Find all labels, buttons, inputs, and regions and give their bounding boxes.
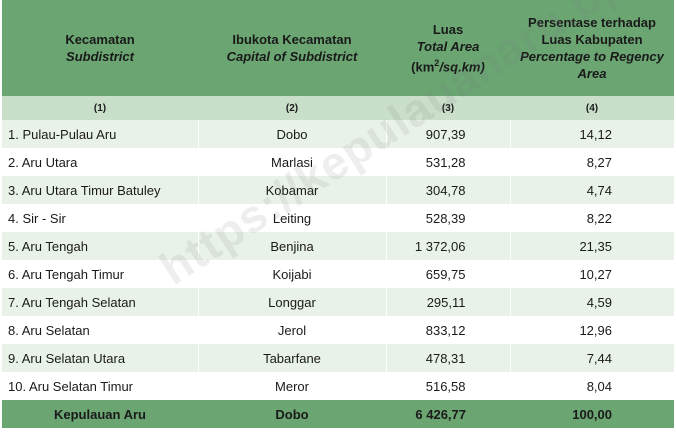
column-number: (3): [386, 96, 510, 120]
percentage-value: 8,04: [509, 372, 674, 400]
table-row: 5. Aru Tengah Benjina 1 372,06 21,35: [2, 232, 674, 260]
capital-name: Jerol: [197, 316, 386, 344]
area-value: 528,39: [385, 204, 510, 232]
percentage-value: 8,22: [509, 204, 674, 232]
total-row: Kepulauan Aru Dobo 6 426,77 100,00: [2, 400, 674, 428]
area-unit: (km2/sq.km): [411, 57, 485, 75]
subdistrict-name: 5. Aru Tengah: [2, 232, 198, 260]
area-value: 1 372,06: [385, 232, 510, 260]
percentage-value: 12,96: [509, 316, 674, 344]
column-number: (4): [510, 96, 674, 120]
percentage-value: 14,12: [509, 120, 674, 148]
subdistrict-name: 4. Sir - Sir: [2, 204, 198, 232]
area-value: 295,11: [385, 288, 510, 316]
column-number: (1): [2, 96, 198, 120]
table-row: 3. Aru Utara Timur Batuley Kobamar 304,78 4…: [2, 176, 674, 204]
table-row: 7. Aru Tengah Selatan Longgar 295,11 4,59: [2, 288, 674, 316]
area-value: 659,75: [385, 260, 510, 288]
area-value: 531,28: [385, 148, 510, 176]
table-row: 2. Aru Utara Marlasi 531,28 8,27: [2, 148, 674, 176]
table-row: 1. Pulau-Pulau Aru Dobo 907,39 14,12: [2, 120, 674, 148]
column-number: (2): [198, 96, 386, 120]
header-row: Kecamatan Subdistrict Ibukota Kecamatan …: [2, 0, 674, 96]
table-row: 9. Aru Selatan Utara Tabarfane 478,31 7,44: [2, 344, 674, 372]
table-row: 10. Aru Selatan Timur Meror 516,58 8,04: [2, 372, 674, 400]
table-row: 4. Sir - Sir Leiting 528,39 8,22: [2, 204, 674, 232]
subdistrict-name: 8. Aru Selatan: [2, 316, 198, 344]
percentage-value: 10,27: [509, 260, 674, 288]
total-area: 6 426,77: [386, 400, 510, 428]
header-subdistrict: Kecamatan Subdistrict: [2, 0, 198, 96]
capital-name: Benjina: [197, 232, 386, 260]
table-row: 8. Aru Selatan Jerol 833,12 12,96: [2, 316, 674, 344]
subdistrict-name: 6. Aru Tengah Timur: [2, 260, 198, 288]
header-capital: Ibukota Kecamatan Capital of Subdistrict: [198, 0, 386, 96]
capital-name: Koijabi: [197, 260, 386, 288]
area-value: 304,78: [385, 176, 510, 204]
area-table: Kecamatan Subdistrict Ibukota Kecamatan …: [2, 0, 674, 428]
percentage-value: 7,44: [509, 344, 674, 372]
subdistrict-name: 3. Aru Utara Timur Batuley: [2, 176, 198, 204]
capital-name: Marlasi: [197, 148, 386, 176]
subdistrict-name: 2. Aru Utara: [2, 148, 198, 176]
area-value: 907,39: [385, 120, 510, 148]
capital-name: Tabarfane: [197, 344, 386, 372]
percentage-value: 21,35: [509, 232, 674, 260]
total-capital: Dobo: [198, 400, 386, 428]
area-value: 478,31: [385, 344, 510, 372]
percentage-value: 8,27: [509, 148, 674, 176]
percentage-value: 4,74: [509, 176, 674, 204]
area-value: 516,58: [385, 372, 510, 400]
capital-name: Kobamar: [197, 176, 386, 204]
percentage-value: 4,59: [509, 288, 674, 316]
capital-name: Meror: [197, 372, 386, 400]
capital-name: Dobo: [197, 120, 386, 148]
subdistrict-name: 9. Aru Selatan Utara: [2, 344, 198, 372]
column-number-row: (1) (2) (3) (4): [2, 96, 674, 120]
total-label: Kepulauan Aru: [2, 400, 198, 428]
subdistrict-name: 1. Pulau-Pulau Aru: [2, 120, 198, 148]
area-value: 833,12: [385, 316, 510, 344]
capital-name: Leiting: [197, 204, 386, 232]
header-total-area: Luas Total Area (km2/sq.km): [386, 0, 510, 96]
table-row: 6. Aru Tengah Timur Koijabi 659,75 10,27: [2, 260, 674, 288]
subdistrict-name: 10. Aru Selatan Timur: [2, 372, 198, 400]
capital-name: Longgar: [197, 288, 386, 316]
header-percentage: Persentase terhadap Luas Kabupaten Perce…: [510, 0, 674, 96]
total-percentage: 100,00: [510, 400, 674, 428]
subdistrict-name: 7. Aru Tengah Selatan: [2, 288, 198, 316]
